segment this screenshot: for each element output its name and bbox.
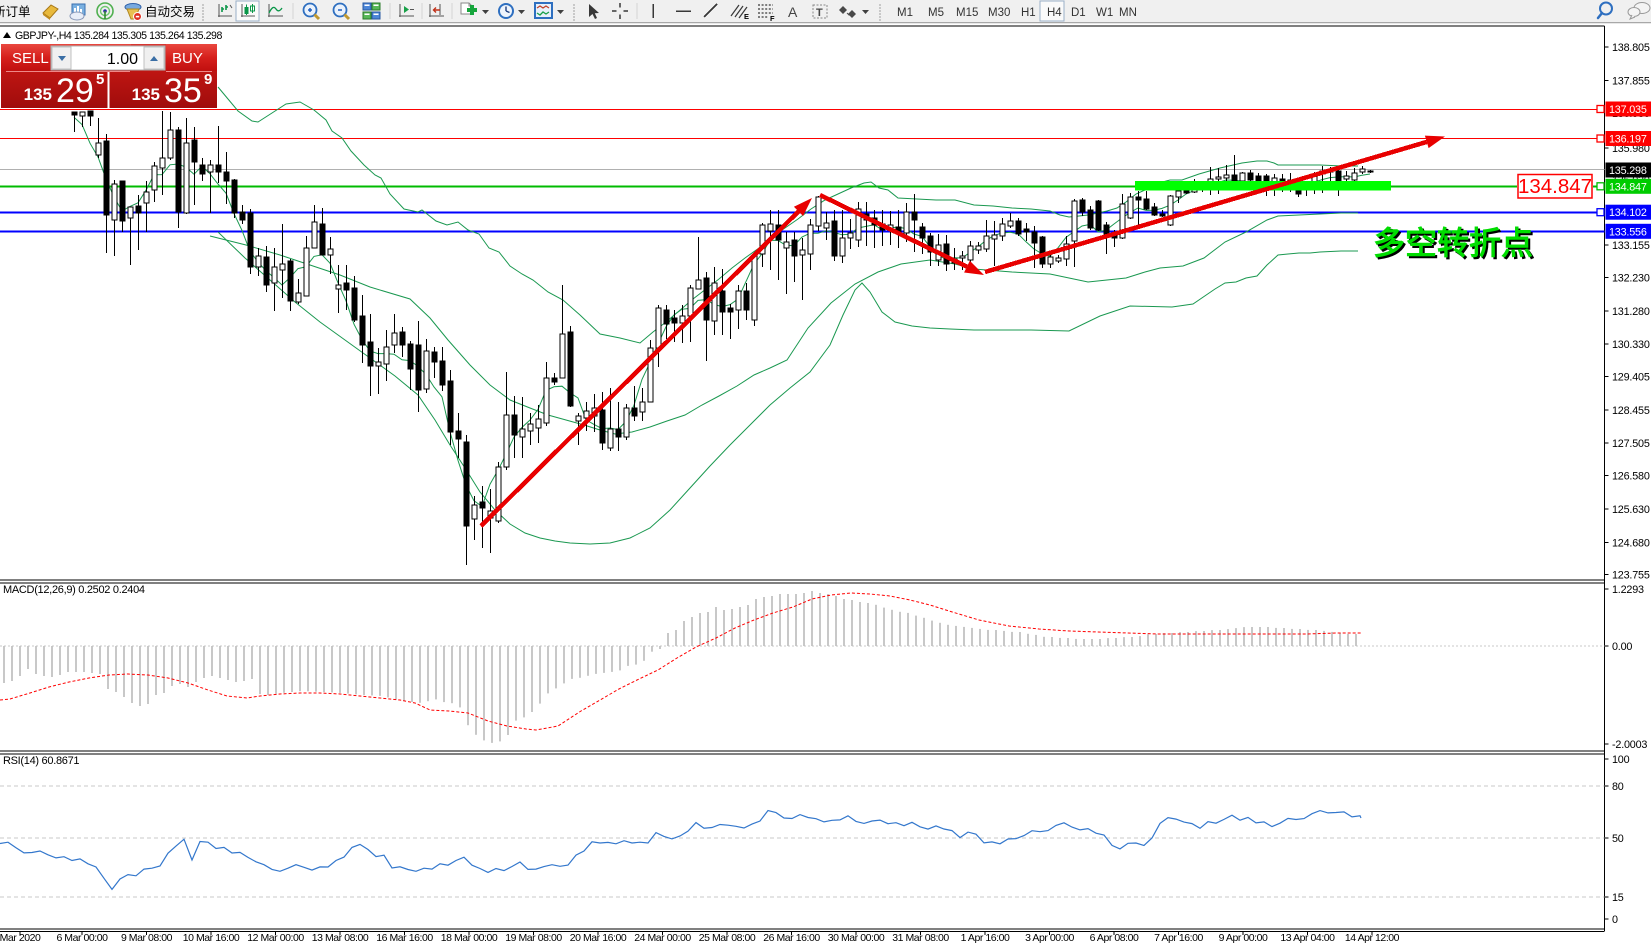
svg-text:31 Mar 08:00: 31 Mar 08:00 [892, 932, 949, 944]
svg-text:133.155: 133.155 [1612, 240, 1650, 252]
svg-text:自动交易: 自动交易 [145, 4, 195, 19]
svg-text:D1: D1 [1071, 7, 1086, 19]
svg-text:13 Mar 08:00: 13 Mar 08:00 [312, 932, 369, 944]
svg-text:129.405: 129.405 [1612, 372, 1650, 384]
svg-text:134.102: 134.102 [1609, 207, 1647, 219]
svg-text:A: A [788, 4, 798, 20]
svg-text:W1: W1 [1096, 7, 1113, 19]
svg-text:E: E [744, 12, 749, 21]
svg-text:135.298: 135.298 [1609, 165, 1647, 177]
svg-text:132.230: 132.230 [1612, 273, 1650, 285]
svg-text:M5: M5 [928, 7, 944, 19]
svg-text:138.805: 138.805 [1612, 42, 1650, 54]
svg-text:-2.0003: -2.0003 [1612, 739, 1647, 751]
svg-text:12 Mar 00:00: 12 Mar 00:00 [247, 932, 304, 944]
svg-text:0: 0 [1612, 914, 1618, 926]
svg-text:0.00: 0.00 [1612, 641, 1632, 653]
svg-text:123.755: 123.755 [1612, 570, 1650, 582]
svg-text:1 Apr 16:00: 1 Apr 16:00 [961, 932, 1010, 944]
svg-text:25 Mar 08:00: 25 Mar 08:00 [699, 932, 756, 944]
svg-text:3 Apr 00:00: 3 Apr 00:00 [1025, 932, 1074, 944]
svg-text:SELL: SELL [12, 50, 49, 67]
svg-text:135.980: 135.980 [1612, 143, 1650, 155]
svg-text:F: F [770, 14, 775, 23]
svg-text:H4: H4 [1047, 7, 1062, 19]
svg-text:MACD(12,26,9) 0.2502 0.2404: MACD(12,26,9) 0.2502 0.2404 [3, 584, 145, 596]
svg-text:14 Apr 12:00: 14 Apr 12:00 [1345, 932, 1400, 944]
svg-text:100: 100 [1612, 754, 1630, 766]
svg-text:127.505: 127.505 [1612, 438, 1650, 450]
svg-text:136.197: 136.197 [1609, 134, 1647, 146]
svg-text:35: 35 [164, 72, 202, 110]
svg-text:134.847: 134.847 [1609, 181, 1647, 193]
svg-text:124.680: 124.680 [1612, 537, 1650, 549]
svg-text:M1: M1 [897, 7, 913, 19]
svg-text:GBPJPY-,H4 135.284 135.305 13: GBPJPY-,H4 135.284 135.305 135.264 135.2… [15, 30, 222, 42]
svg-text:M30: M30 [988, 7, 1010, 19]
svg-text:137.855: 137.855 [1612, 75, 1650, 87]
svg-text:80: 80 [1612, 781, 1624, 793]
svg-text:7 Apr 16:00: 7 Apr 16:00 [1154, 932, 1203, 944]
svg-text:126.580: 126.580 [1612, 471, 1650, 483]
svg-text:125.630: 125.630 [1612, 504, 1650, 516]
svg-text:Mar 2020: Mar 2020 [0, 932, 41, 944]
svg-text:1.00: 1.00 [107, 51, 138, 68]
svg-text:131.280: 131.280 [1612, 306, 1650, 318]
svg-text:135: 135 [132, 85, 160, 104]
svg-text:26 Mar 16:00: 26 Mar 16:00 [763, 932, 820, 944]
svg-text:134.847: 134.847 [1518, 175, 1592, 198]
svg-text:T: T [816, 7, 823, 19]
svg-text:5: 5 [96, 71, 104, 88]
svg-text:130.330: 130.330 [1612, 339, 1650, 351]
svg-text:18 Mar 00:00: 18 Mar 00:00 [441, 932, 498, 944]
svg-text:133.556: 133.556 [1609, 226, 1647, 238]
svg-text:19 Mar 08:00: 19 Mar 08:00 [505, 932, 562, 944]
svg-text:29: 29 [56, 72, 94, 110]
svg-text:13 Apr 04:00: 13 Apr 04:00 [1280, 932, 1335, 944]
svg-text:BUY: BUY [172, 50, 203, 67]
svg-text:10 Mar 16:00: 10 Mar 16:00 [183, 932, 240, 944]
svg-text:137.035: 137.035 [1609, 104, 1647, 116]
svg-text:15: 15 [1612, 892, 1624, 904]
svg-text:9: 9 [204, 71, 212, 88]
svg-text:50: 50 [1612, 833, 1624, 845]
svg-text:20 Mar 16:00: 20 Mar 16:00 [570, 932, 627, 944]
svg-text:135: 135 [24, 85, 52, 104]
svg-text:新订单: 新订单 [0, 4, 31, 19]
svg-text:128.455: 128.455 [1612, 405, 1650, 417]
svg-text:多空转折点: 多空转折点 [1373, 225, 1533, 261]
svg-text:16 Mar 16:00: 16 Mar 16:00 [376, 932, 433, 944]
svg-text:MN: MN [1119, 7, 1137, 19]
svg-text:H1: H1 [1021, 7, 1036, 19]
svg-text:24 Mar 00:00: 24 Mar 00:00 [634, 932, 691, 944]
svg-text:9 Mar 08:00: 9 Mar 08:00 [121, 932, 173, 944]
svg-text:6 Mar 00:00: 6 Mar 00:00 [56, 932, 108, 944]
svg-text:1.2293: 1.2293 [1612, 584, 1644, 596]
svg-text:30 Mar 00:00: 30 Mar 00:00 [828, 932, 885, 944]
svg-text:9 Apr 00:00: 9 Apr 00:00 [1219, 932, 1268, 944]
svg-text:RSI(14) 60.8671: RSI(14) 60.8671 [3, 755, 79, 767]
svg-text:6 Apr 08:00: 6 Apr 08:00 [1090, 932, 1139, 944]
svg-text:M15: M15 [956, 7, 978, 19]
